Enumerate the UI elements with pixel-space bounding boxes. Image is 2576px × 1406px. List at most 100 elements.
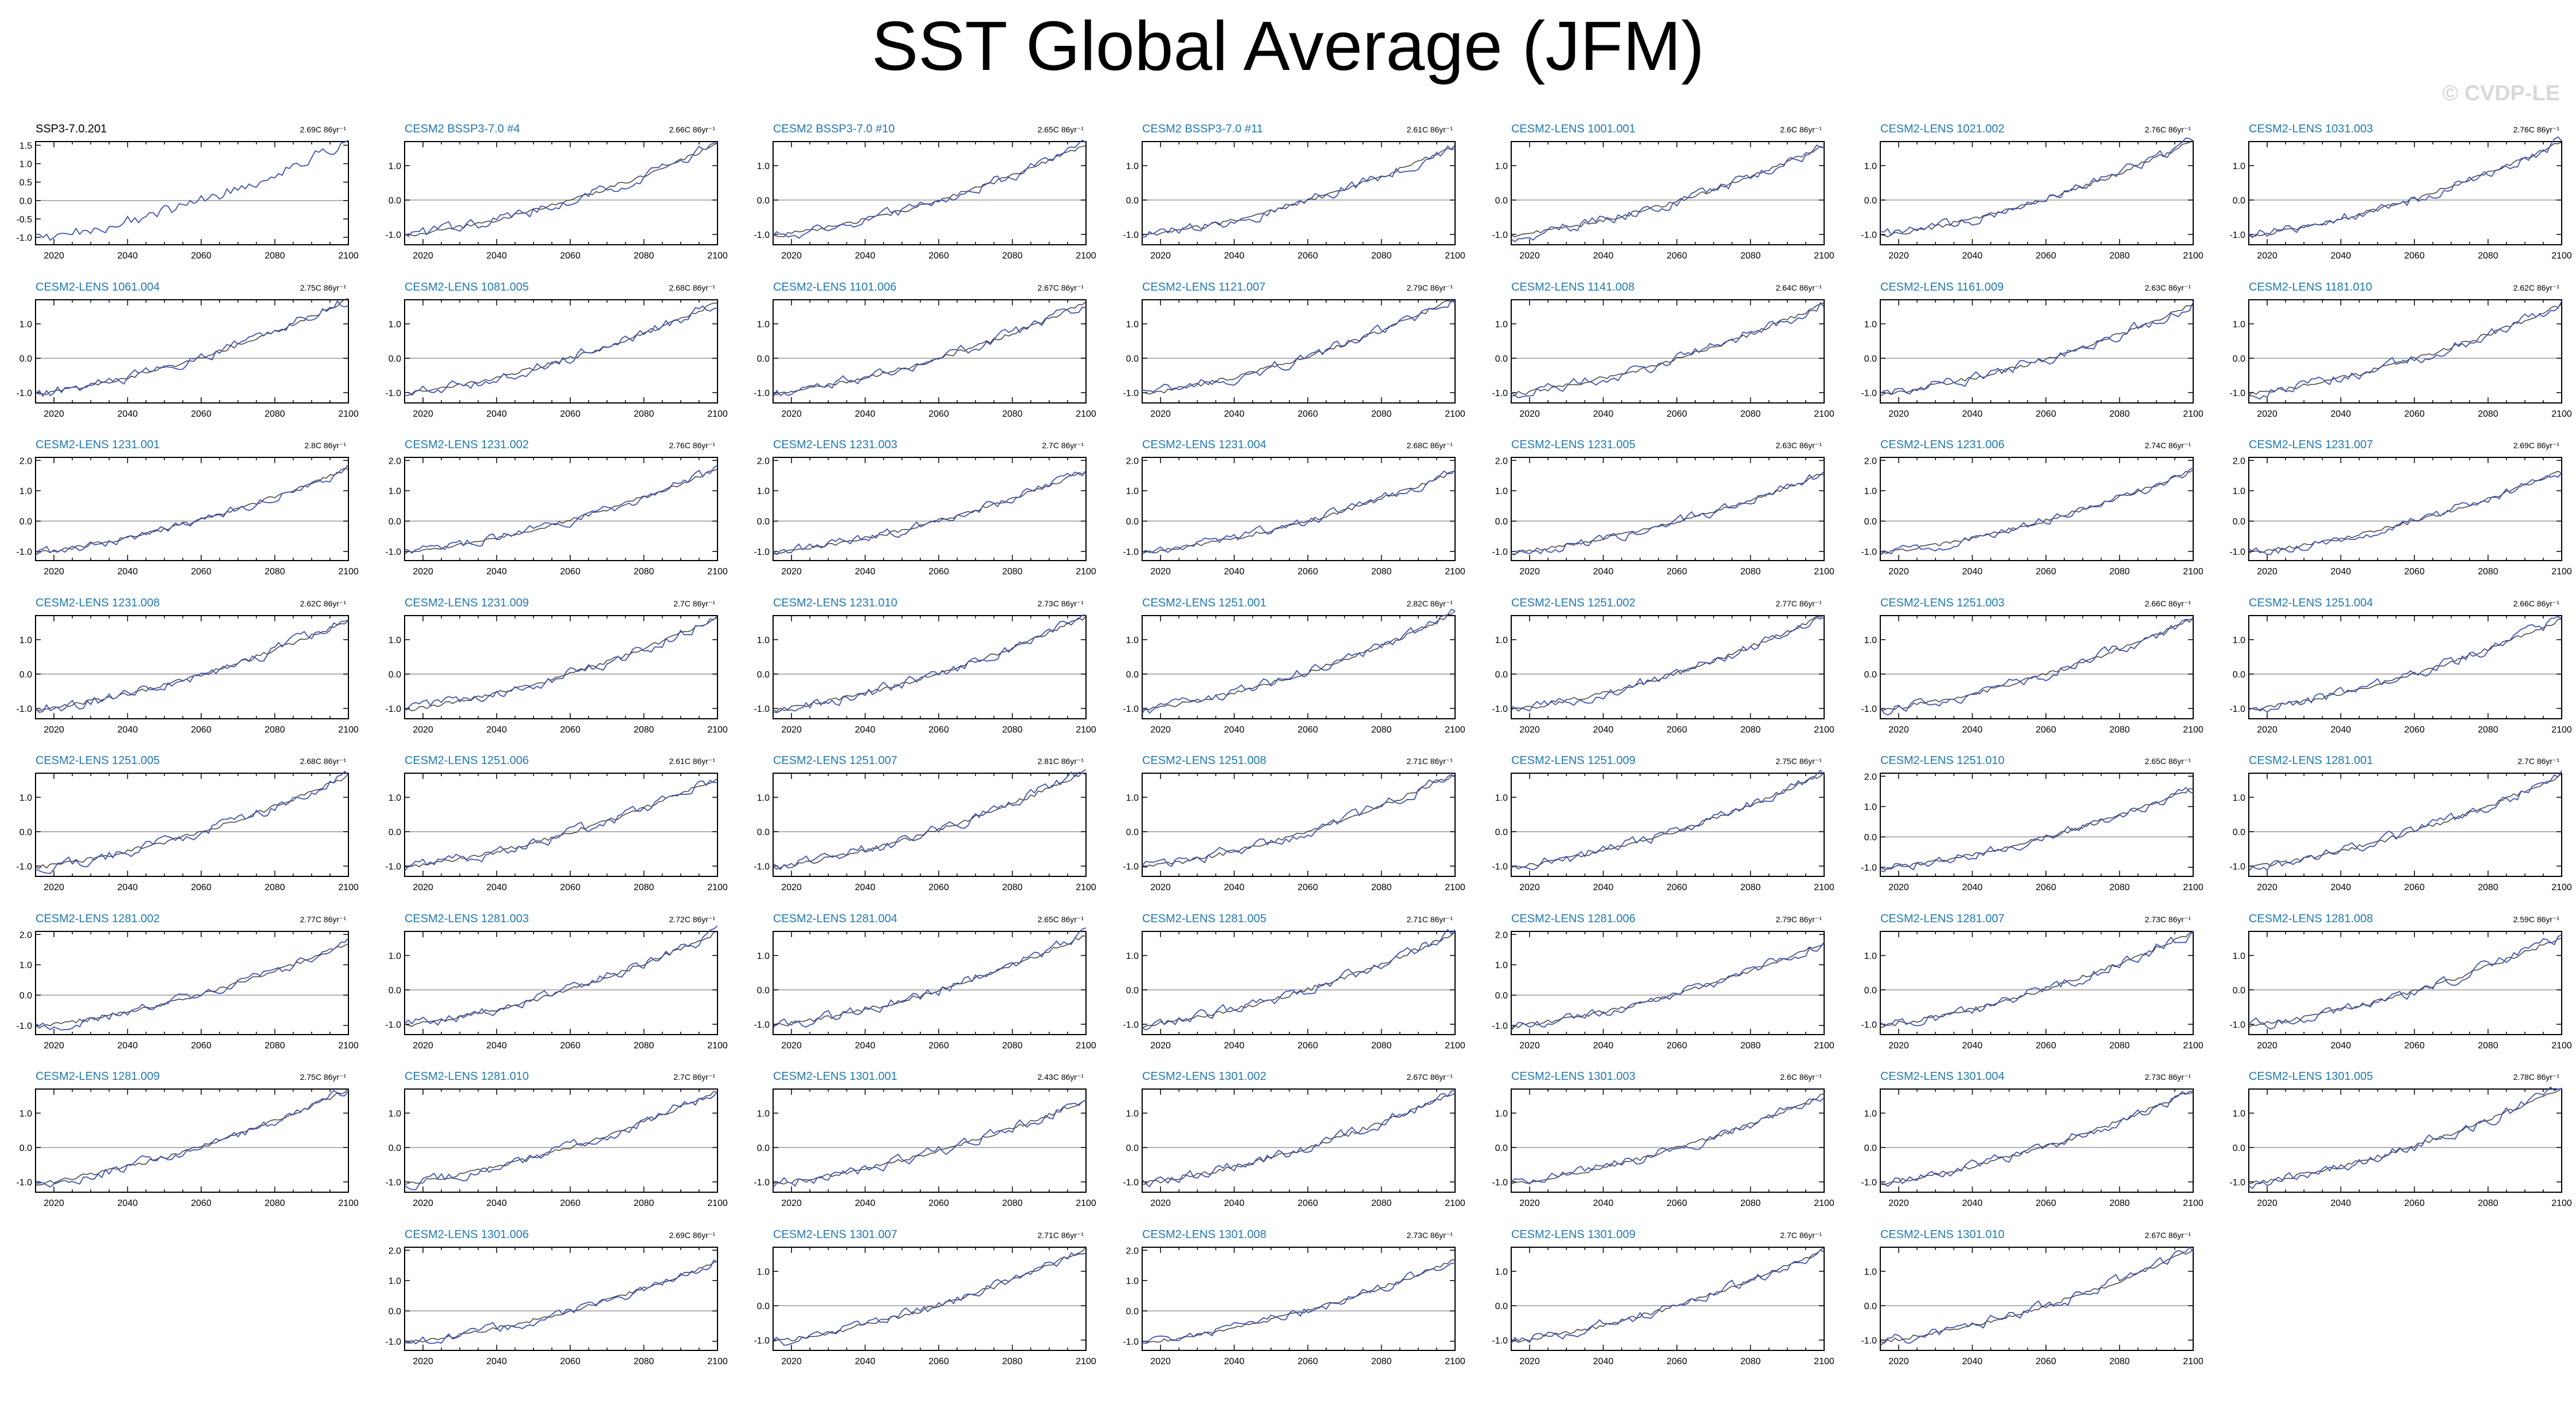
y-tick-label: 0.0: [389, 828, 401, 837]
y-tick-label: -1.0: [1492, 547, 1508, 557]
panel-34: CESM2-LENS 1251.010 2.65C 86yr⁻¹ 2.0 1.0 0.0…: [1861, 754, 2203, 892]
panel-title: CESM2-LENS 1301.001: [773, 1070, 897, 1083]
series-line: [35, 464, 349, 557]
y-tick-label: -1.0: [385, 862, 401, 872]
x-tick-label: 2080: [634, 1041, 654, 1051]
plot-frame: [773, 615, 1087, 719]
y-tick-label: -1.0: [1492, 862, 1508, 872]
panel-12: CESM2-LENS 1141.008 2.64C 86yr⁻¹ 1.0 0.0 -1.…: [1492, 281, 1834, 419]
y-tick-label: 1.0: [1495, 320, 1508, 330]
plot-frame: [1511, 299, 1825, 404]
y-tick-label: 1.0: [1126, 1276, 1139, 1286]
panel-trend: 2.66C 86yr⁻¹: [2144, 599, 2191, 608]
ensemble-mean-line: [2248, 303, 2562, 397]
x-tick-label: 2040: [487, 1041, 507, 1051]
panel-trend: 2.67C 86yr⁻¹: [1037, 283, 1084, 292]
x-tick-label: 2060: [928, 1199, 949, 1208]
plot-frame: [404, 1247, 718, 1351]
x-tick-label: 2100: [1445, 1041, 1465, 1051]
x-tick-label: 2100: [1076, 725, 1096, 735]
x-tick-label: 2020: [1150, 567, 1171, 577]
panel-4: CESM2 BSSP3-7.0 #11 2.61C 86yr⁻¹ 1.0 0.0 -1.…: [1123, 123, 1465, 261]
x-tick-label: 2100: [2183, 409, 2203, 419]
plot-frame: [35, 615, 349, 719]
x-tick-label: 2080: [265, 1041, 285, 1051]
series-line: [1880, 1091, 2194, 1187]
x-tick-label: 2100: [1814, 251, 1834, 261]
ensemble-mean-line: [773, 1099, 1087, 1185]
panel-48: CESM2-LENS 1301.004 2.73C 86yr⁻¹ 1.0 0.0 -1.…: [1861, 1070, 2203, 1208]
y-tick-label: -1.0: [1123, 704, 1139, 714]
y-tick-label: 2.0: [1495, 930, 1508, 940]
x-tick-label: 2020: [2257, 1041, 2277, 1051]
x-tick-label: 2020: [413, 567, 433, 577]
x-tick-label: 2040: [2331, 1041, 2351, 1051]
y-tick-label: -1.0: [1492, 389, 1508, 398]
ensemble-mean-line: [1880, 931, 2194, 1028]
x-tick-label: 2100: [707, 251, 728, 261]
x-tick-label: 2100: [707, 725, 728, 735]
panel-28: CESM2-LENS 1251.004 2.66C 86yr⁻¹ 1.0 0.0 -1.…: [2229, 597, 2571, 735]
panel-title: CESM2-LENS 1231.003: [773, 438, 897, 451]
x-tick-label: 2080: [1371, 409, 1392, 419]
y-tick-label: 1.0: [1864, 636, 1877, 645]
y-tick-label: 0.0: [19, 1143, 32, 1153]
x-tick-label: 2080: [1371, 725, 1392, 735]
x-tick-label: 2020: [781, 883, 802, 892]
x-tick-label: 2020: [2257, 409, 2277, 419]
y-tick-label: 0.0: [1495, 828, 1508, 837]
series-line: [1511, 769, 1825, 871]
plot-frame: [404, 773, 718, 877]
panel-title: CESM2-LENS 1141.008: [1511, 281, 1634, 293]
plot-frame: [1880, 141, 2194, 245]
y-tick-label: 1.0: [1495, 162, 1508, 171]
x-tick-label: 2060: [1297, 409, 1318, 419]
panel-10: CESM2-LENS 1101.006 2.67C 86yr⁻¹ 1.0 0.0 -1.…: [754, 281, 1096, 419]
panel-title: CESM2-LENS 1251.006: [405, 754, 529, 767]
x-tick-label: 2100: [338, 251, 359, 261]
x-tick-label: 2040: [1224, 725, 1245, 735]
plot-frame: [1142, 141, 1456, 245]
x-tick-label: 2060: [928, 567, 949, 577]
x-tick-label: 2100: [1445, 725, 1465, 735]
panel-title: CESM2-LENS 1301.008: [1142, 1228, 1267, 1241]
x-tick-label: 2100: [338, 567, 359, 577]
x-tick-label: 2020: [781, 1199, 802, 1208]
panel-trend: 2.66C 86yr⁻¹: [2513, 599, 2559, 608]
ensemble-mean-line: [35, 620, 349, 711]
panel-18: CESM2-LENS 1231.004 2.68C 86yr⁻¹ 2.0 1.0 0.0…: [1123, 438, 1465, 577]
x-tick-label: 2080: [265, 409, 285, 419]
panel-trend: 2.75C 86yr⁻¹: [300, 283, 346, 292]
x-tick-label: 2080: [1002, 251, 1023, 261]
panel-trend: 2.71C 86yr⁻¹: [1037, 1231, 1084, 1240]
series-line: [1511, 1249, 1825, 1344]
x-tick-label: 2040: [855, 725, 876, 735]
x-tick-label: 2100: [338, 409, 359, 419]
x-tick-label: 2100: [1076, 1041, 1096, 1051]
y-tick-label: -1.0: [385, 1337, 401, 1347]
x-tick-label: 2080: [1002, 409, 1023, 419]
x-tick-label: 2040: [855, 1041, 876, 1051]
y-tick-label: 2.0: [389, 456, 401, 466]
series-line: [404, 617, 718, 711]
plot-frame: [35, 773, 349, 877]
ensemble-mean-line: [773, 616, 1087, 712]
series-line: [1142, 469, 1456, 554]
y-tick-label: 0.0: [19, 670, 32, 680]
y-tick-label: 1.0: [2233, 320, 2245, 330]
x-tick-label: 2060: [2404, 1199, 2425, 1208]
panel-title: CESM2-LENS 1281.006: [1511, 912, 1636, 925]
y-tick-label: -1.0: [385, 389, 401, 398]
x-tick-label: 2100: [2551, 251, 2572, 261]
series-line: [1880, 1246, 2194, 1346]
panel-trend: 2.7C 86yr⁻¹: [673, 599, 715, 608]
x-tick-label: 2020: [781, 567, 802, 577]
x-tick-label: 2020: [1150, 1041, 1171, 1051]
x-tick-label: 2080: [1371, 1357, 1392, 1366]
ensemble-mean-line: [1142, 471, 1456, 554]
x-tick-label: 2020: [413, 883, 433, 892]
x-tick-label: 2100: [2551, 409, 2572, 419]
panel-21: CESM2-LENS 1231.007 2.69C 86yr⁻¹ 2.0 1.0 0.0…: [2229, 438, 2571, 577]
panel-40: CESM2-LENS 1281.006 2.79C 86yr⁻¹ 2.0 1.0 0.0…: [1492, 912, 1834, 1051]
x-tick-label: 2020: [1150, 1357, 1171, 1366]
